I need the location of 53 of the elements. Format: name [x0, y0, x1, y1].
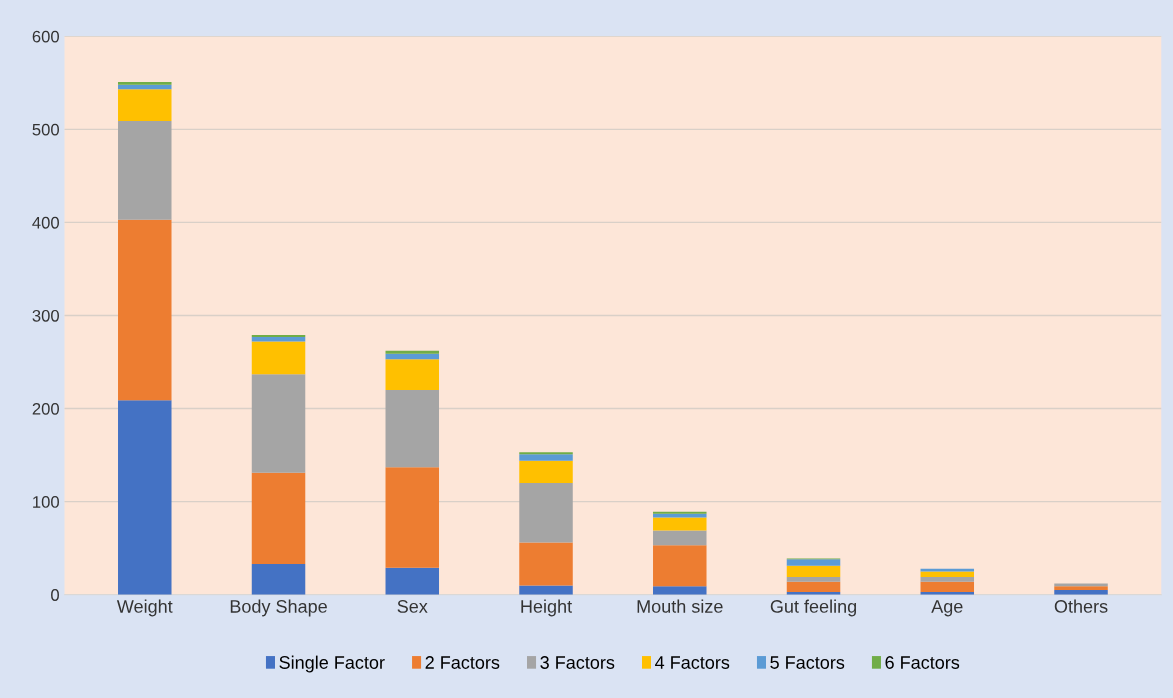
x-tick-label: Age — [931, 600, 963, 617]
bar — [653, 545, 707, 587]
bar — [519, 483, 573, 543]
bar — [385, 350, 440, 354]
legend-label: 3 Factors — [540, 656, 615, 669]
x-tick-label: Weight — [116, 599, 173, 617]
y-tick-label: 300 — [32, 309, 59, 322]
bar — [786, 577, 841, 582]
bar — [118, 219, 172, 401]
bar — [385, 389, 440, 468]
bar — [920, 577, 975, 582]
bar — [251, 336, 306, 342]
bar — [786, 581, 841, 592]
x-tick-label: Gut feeling — [770, 599, 857, 617]
bar — [920, 581, 975, 592]
bar — [251, 341, 306, 375]
bar — [251, 472, 306, 564]
y-tick-label: 100 — [33, 496, 59, 508]
y-tick-label: 200 — [32, 402, 59, 415]
bar — [118, 400, 172, 595]
bar — [251, 374, 306, 473]
legend-label: 5 Factors — [770, 656, 845, 669]
y-tick-label: 600 — [32, 30, 59, 43]
bar — [653, 530, 707, 546]
bar — [519, 542, 573, 586]
bar — [251, 563, 306, 595]
y-tick-label: 400 — [32, 216, 59, 229]
bar — [118, 81, 172, 85]
bar — [385, 467, 440, 568]
bar — [118, 120, 172, 220]
bar — [786, 565, 841, 578]
bar — [786, 559, 841, 566]
bar — [519, 454, 573, 461]
x-tick-label: Mouth size — [637, 599, 723, 613]
legend-label: Single Factor — [279, 655, 385, 673]
legend-label: 6 Factors — [885, 656, 960, 669]
legend-label: 2 Factors — [425, 656, 500, 669]
bar — [118, 89, 172, 121]
y-tick-label: 500 — [32, 123, 59, 136]
legend-label: 4 Factors — [655, 656, 730, 669]
bar — [920, 571, 975, 578]
bar — [653, 586, 707, 595]
x-tick-label: Body Shape — [230, 599, 327, 617]
x-tick-label: Sex — [397, 600, 428, 613]
bar — [385, 359, 440, 390]
bar — [385, 567, 440, 595]
bar — [653, 517, 707, 531]
bar — [519, 585, 573, 595]
bar — [1054, 586, 1108, 591]
y-tick-label: 0 — [51, 589, 59, 601]
x-tick-label: Others — [1054, 599, 1108, 613]
x-tick-label: Height — [521, 599, 572, 617]
bar — [519, 460, 573, 484]
